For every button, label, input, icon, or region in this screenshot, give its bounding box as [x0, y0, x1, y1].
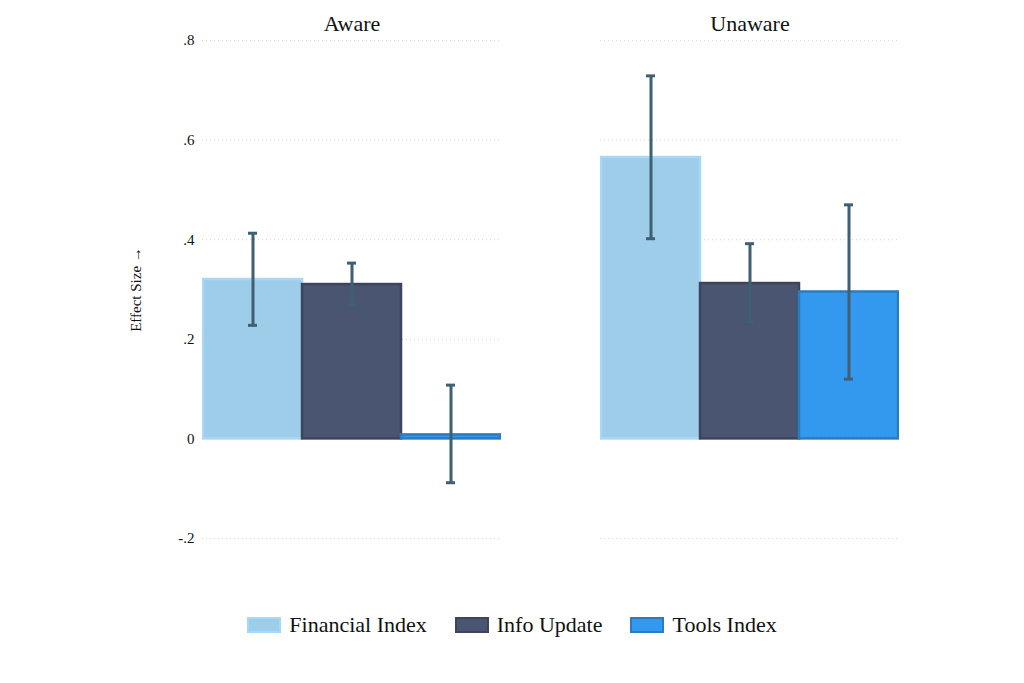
svg-text:.6: .6	[183, 132, 195, 148]
svg-text:.8: .8	[183, 32, 194, 48]
svg-text:-.2: -.2	[178, 530, 194, 546]
svg-text:Unaware: Unaware	[710, 11, 789, 36]
svg-text:Effect Size →: Effect Size →	[128, 247, 144, 332]
svg-text:.2: .2	[183, 331, 194, 347]
html-text:Financial Index: Financial Index	[289, 612, 427, 637]
svg-text:.4: .4	[183, 232, 195, 248]
svg-text:0: 0	[187, 431, 195, 447]
html-text:Info Update: Info Update	[496, 612, 603, 637]
svg-text:Aware: Aware	[324, 11, 381, 36]
html-text:Tools Index: Tools Index	[672, 612, 777, 637]
